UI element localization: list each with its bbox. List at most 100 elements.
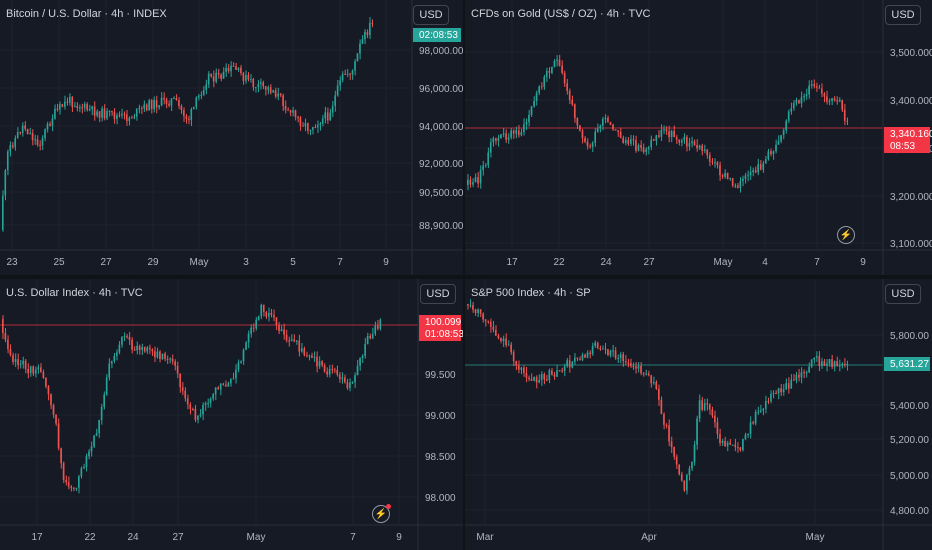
bitcoin-currency-button[interactable]: USD <box>413 5 449 25</box>
candle <box>650 375 653 384</box>
candle <box>252 327 255 329</box>
spx-chart-panel[interactable]: 5,800.00 5,400.00 5,200.00 5,000.00 4,800.00… <box>465 279 932 550</box>
candle <box>553 374 556 377</box>
x-tick-label: 27 <box>643 257 655 268</box>
x-tick-label: Mar <box>476 532 494 543</box>
bitcoin-chart-panel[interactable]: 98,000.00 96,000.00 94,000.00 92,000.00 90,5… <box>0 0 463 275</box>
candle <box>34 139 36 141</box>
candle <box>175 98 178 101</box>
candle <box>823 361 826 366</box>
spx-currency-button[interactable]: USD <box>885 284 921 304</box>
candle <box>26 128 29 135</box>
candle <box>614 129 617 131</box>
y-tick-label: 5,400.00 <box>890 401 929 412</box>
candles <box>2 16 374 232</box>
candle <box>371 22 374 24</box>
candle <box>364 343 366 356</box>
candle <box>4 332 7 340</box>
candle <box>288 340 290 342</box>
candle <box>790 108 793 112</box>
candle <box>164 353 166 359</box>
gold-currency-button[interactable]: USD <box>885 5 921 25</box>
candle <box>275 317 278 326</box>
candle <box>242 73 245 81</box>
candle <box>686 136 688 147</box>
candle <box>629 139 632 144</box>
candle <box>215 72 217 82</box>
candle <box>230 379 232 384</box>
candle <box>729 442 731 445</box>
candle <box>752 422 754 424</box>
candle <box>782 130 785 136</box>
candle <box>73 105 76 107</box>
y-tick-label: 98.000 <box>425 493 456 504</box>
candle <box>627 139 630 144</box>
candle <box>764 159 767 164</box>
candle <box>721 175 724 177</box>
panel-divider[interactable] <box>0 275 932 279</box>
candle <box>673 130 675 138</box>
x-tick-label: 23 <box>6 257 18 268</box>
x-tick-label: May <box>247 532 266 543</box>
x-tick-label: 22 <box>553 257 565 268</box>
candle <box>379 319 382 329</box>
candle <box>573 357 576 362</box>
lightning-icon[interactable]: ⚡ <box>837 226 855 244</box>
candle <box>515 361 518 366</box>
candle <box>183 110 185 117</box>
x-tick-label: 7 <box>350 532 356 543</box>
candle <box>278 325 280 332</box>
candle <box>326 112 329 121</box>
lightning-icon[interactable]: ⚡ <box>372 504 391 523</box>
candle <box>133 349 136 351</box>
candle <box>589 146 591 148</box>
candle <box>551 370 553 375</box>
candle <box>632 139 635 141</box>
candle <box>576 357 579 359</box>
candle <box>237 67 240 70</box>
candle <box>366 31 369 35</box>
candle <box>716 422 719 435</box>
candle <box>219 383 222 390</box>
candle <box>93 435 95 447</box>
spx-candlestick-chart[interactable]: 5,800.00 5,400.00 5,200.00 5,000.00 4,800.00… <box>465 279 932 550</box>
candle <box>6 151 9 171</box>
candle <box>846 363 849 366</box>
candle <box>762 163 765 170</box>
gold-candlestick-chart[interactable]: 3,500.0003,400.0003,300.0003,200.0003,10… <box>465 0 932 275</box>
candle <box>116 115 118 119</box>
candle <box>792 379 795 381</box>
candle <box>708 404 711 410</box>
candle <box>83 467 85 469</box>
candle <box>823 93 826 97</box>
x-tick-label: 17 <box>506 257 518 268</box>
candle <box>731 178 734 186</box>
candle <box>744 175 747 179</box>
candle <box>197 415 199 420</box>
y-tick-label: 5,000.00 <box>890 471 929 482</box>
candle <box>828 359 831 364</box>
y-tick-label: 3,200.000 <box>890 192 932 203</box>
bitcoin-candlestick-chart[interactable]: 98,000.00 96,000.00 94,000.00 92,000.00 90,5… <box>0 0 463 275</box>
dxy-candlestick-chart[interactable]: 99.500 99.000 98.500 98.000 17 22 24 27 May 7 9 100… <box>0 279 463 550</box>
y-tick-label: 3,500.000 <box>890 48 932 59</box>
candle <box>285 334 288 341</box>
candle <box>780 388 782 393</box>
candle <box>45 377 47 387</box>
candle <box>262 304 265 313</box>
candle <box>98 420 100 434</box>
candle <box>344 377 346 383</box>
bar-countdown-timer: 08:53 <box>890 141 915 152</box>
dxy-chart-panel[interactable]: 99.500 99.000 98.500 98.000 17 22 24 27 May 7 9 100… <box>0 279 463 550</box>
candle <box>502 133 505 135</box>
dxy-chart-title: U.S. Dollar Index · 4h · TVC <box>6 287 143 299</box>
candle <box>21 125 24 134</box>
gold-chart-panel[interactable]: 3,500.0003,400.0003,300.0003,200.0003,10… <box>465 0 932 275</box>
candle <box>68 96 71 103</box>
candle <box>250 78 252 80</box>
candle <box>161 353 164 360</box>
x-tick-label: 27 <box>100 257 112 268</box>
candle <box>579 358 581 360</box>
candle <box>19 131 21 134</box>
dxy-currency-button[interactable]: USD <box>420 284 456 304</box>
